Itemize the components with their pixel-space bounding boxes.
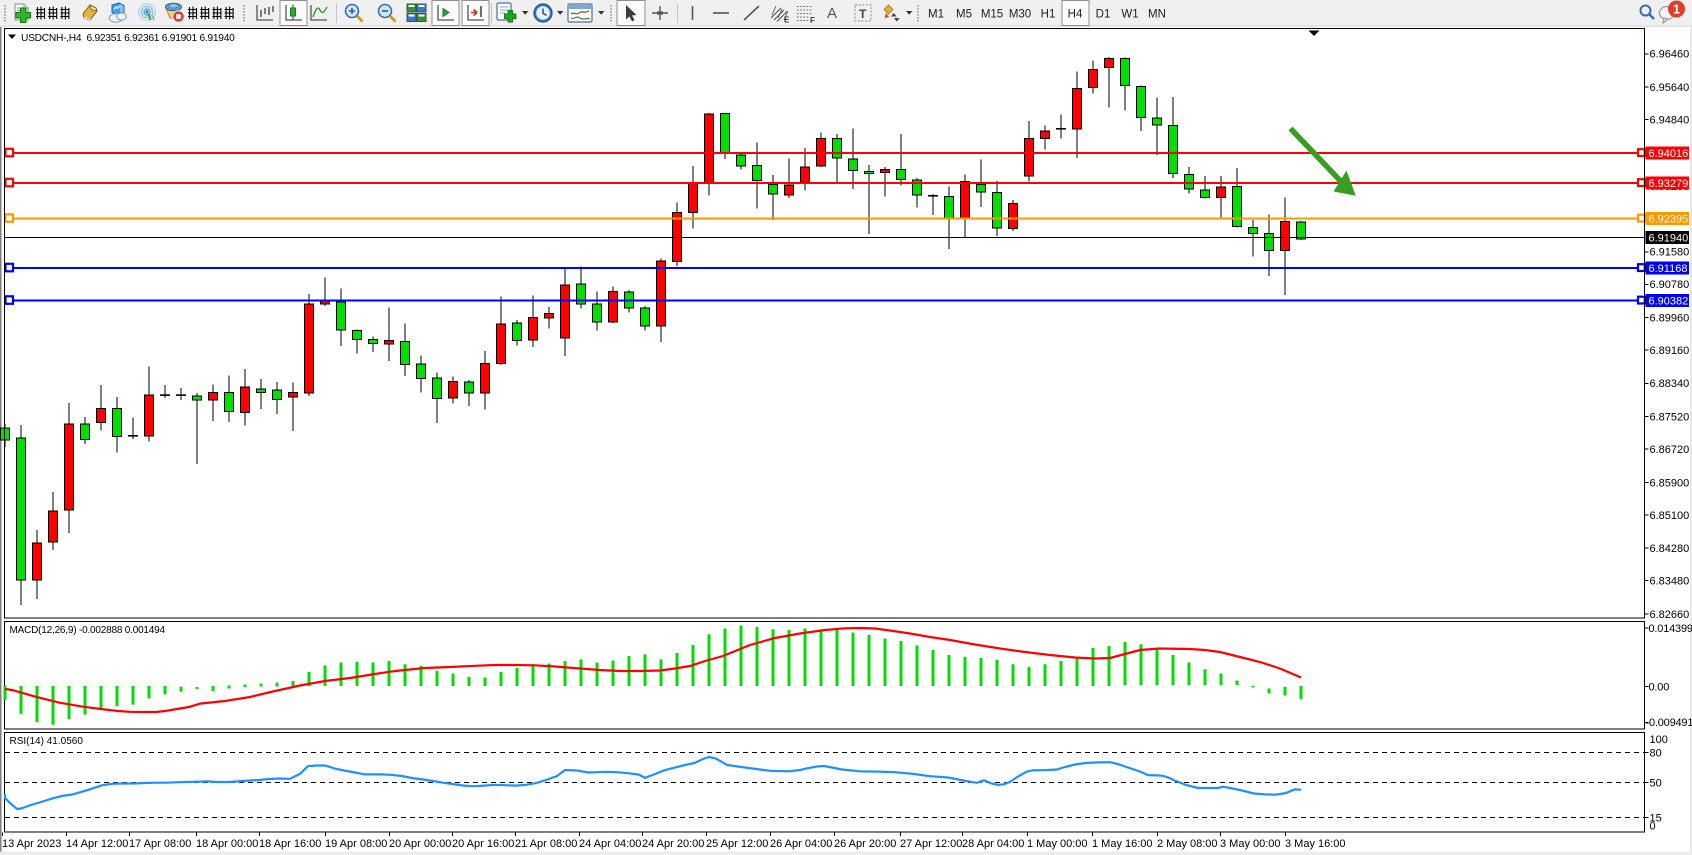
svg-text:6.84280: 6.84280 bbox=[1650, 543, 1690, 555]
svg-text:6.86720: 6.86720 bbox=[1650, 444, 1690, 456]
svg-text:6.90780: 6.90780 bbox=[1650, 279, 1690, 291]
svg-text:D1: D1 bbox=[1096, 9, 1111, 21]
svg-text:0: 0 bbox=[1650, 820, 1656, 832]
svg-text:0.014399: 0.014399 bbox=[1649, 623, 1692, 635]
svg-text:2 May 08:00: 2 May 08:00 bbox=[1157, 838, 1218, 850]
svg-text:1 May 16:00: 1 May 16:00 bbox=[1092, 838, 1153, 850]
svg-text:21 Apr 08:00: 21 Apr 08:00 bbox=[515, 838, 577, 850]
svg-text:18 Apr 16:00: 18 Apr 16:00 bbox=[259, 838, 321, 850]
svg-text:6.94016: 6.94016 bbox=[1649, 148, 1689, 160]
svg-text:E: E bbox=[784, 16, 790, 25]
svg-text:6.85100: 6.85100 bbox=[1650, 510, 1690, 522]
svg-text:24 Apr 04:00: 24 Apr 04:00 bbox=[579, 838, 641, 850]
svg-text:6.91580: 6.91580 bbox=[1650, 247, 1690, 259]
svg-text:18 Apr 00:00: 18 Apr 00:00 bbox=[196, 838, 258, 850]
svg-text:A: A bbox=[827, 5, 837, 22]
svg-text:M30: M30 bbox=[1009, 9, 1031, 21]
svg-text:20 Apr 00:00: 20 Apr 00:00 bbox=[389, 838, 451, 850]
svg-text:25 Apr 12:00: 25 Apr 12:00 bbox=[706, 838, 768, 850]
svg-text:6.95640: 6.95640 bbox=[1650, 82, 1690, 94]
svg-text:24 Apr 20:00: 24 Apr 20:00 bbox=[642, 838, 704, 850]
svg-text:80: 80 bbox=[1650, 747, 1662, 759]
svg-text:6.91168: 6.91168 bbox=[1649, 263, 1688, 275]
svg-text:3 May 16:00: 3 May 16:00 bbox=[1285, 838, 1346, 850]
svg-text:M5: M5 bbox=[956, 9, 972, 21]
svg-text:20 Apr 16:00: 20 Apr 16:00 bbox=[452, 838, 514, 850]
svg-text:F: F bbox=[810, 16, 815, 25]
svg-text:MN: MN bbox=[1148, 9, 1166, 21]
svg-text:6.88340: 6.88340 bbox=[1650, 378, 1690, 390]
svg-text:H1: H1 bbox=[1041, 9, 1056, 21]
svg-text:26 Apr 04:00: 26 Apr 04:00 bbox=[770, 838, 832, 850]
svg-text:27 Apr 12:00: 27 Apr 12:00 bbox=[900, 838, 962, 850]
svg-text:6.82660: 6.82660 bbox=[1650, 609, 1690, 621]
svg-text:6.89160: 6.89160 bbox=[1650, 345, 1690, 357]
svg-text:6.96460: 6.96460 bbox=[1650, 49, 1690, 61]
svg-text:6.94840: 6.94840 bbox=[1650, 114, 1690, 126]
svg-text:17 Apr 08:00: 17 Apr 08:00 bbox=[129, 838, 191, 850]
svg-text:RSI(14) 41.0560: RSI(14) 41.0560 bbox=[10, 736, 84, 747]
svg-text:-0.009491: -0.009491 bbox=[1646, 717, 1692, 729]
svg-text:6.93279: 6.93279 bbox=[1649, 178, 1689, 190]
svg-text:100: 100 bbox=[1650, 734, 1668, 746]
svg-text:50: 50 bbox=[1650, 777, 1662, 789]
svg-text:T: T bbox=[859, 7, 867, 21]
svg-text:W1: W1 bbox=[1121, 9, 1138, 21]
svg-text:19 Apr 08:00: 19 Apr 08:00 bbox=[325, 838, 387, 850]
svg-text:6.89960: 6.89960 bbox=[1650, 313, 1690, 325]
svg-text:13 Apr 2023: 13 Apr 2023 bbox=[2, 838, 61, 850]
svg-text:6.92395: 6.92395 bbox=[1649, 214, 1689, 226]
svg-text:M15: M15 bbox=[981, 9, 1003, 21]
svg-text:26 Apr 20:00: 26 Apr 20:00 bbox=[834, 838, 896, 850]
svg-text:H4: H4 bbox=[1068, 9, 1083, 21]
svg-text:6.85900: 6.85900 bbox=[1650, 477, 1690, 489]
svg-text:6.90382: 6.90382 bbox=[1649, 296, 1689, 308]
svg-text:1 May 00:00: 1 May 00:00 bbox=[1027, 838, 1088, 850]
svg-text:USDCNH-,H4 6.92351 6.92361 6.: USDCNH-,H4 6.92351 6.92361 6.91901 6.919… bbox=[21, 33, 235, 44]
svg-text:1: 1 bbox=[1673, 3, 1680, 17]
svg-text:14 Apr 12:00: 14 Apr 12:00 bbox=[66, 838, 128, 850]
svg-text:MACD(12,26,9) -0.002888 0.0014: MACD(12,26,9) -0.002888 0.001494 bbox=[10, 625, 166, 636]
svg-text:M1: M1 bbox=[928, 9, 944, 21]
svg-text:15: 15 bbox=[1650, 812, 1662, 824]
svg-text:6.87520: 6.87520 bbox=[1650, 412, 1690, 424]
svg-text:3 May 00:00: 3 May 00:00 bbox=[1220, 838, 1281, 850]
svg-text:6.91940: 6.91940 bbox=[1649, 233, 1689, 245]
svg-text:28 Apr 04:00: 28 Apr 04:00 bbox=[962, 838, 1024, 850]
svg-text:0.00: 0.00 bbox=[1649, 681, 1670, 693]
svg-text:6.83480: 6.83480 bbox=[1650, 576, 1690, 588]
